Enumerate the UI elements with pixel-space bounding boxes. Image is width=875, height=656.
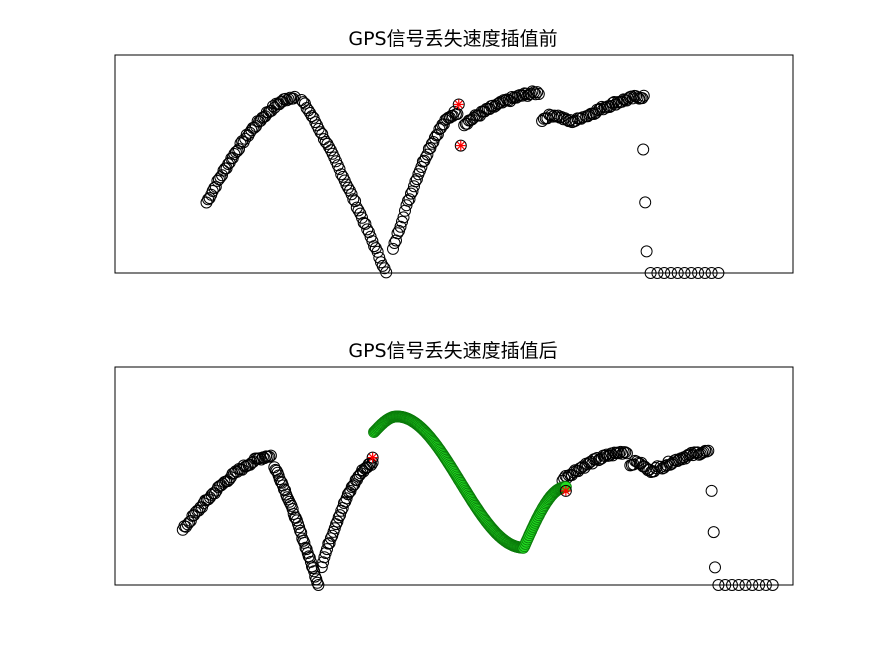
chart0-series1-point-0: [453, 99, 464, 110]
axes-bottom: GPS信号丢失速度插值后: [115, 340, 793, 591]
bottom-chart-title: GPS信号丢失速度插值后: [348, 340, 557, 362]
top-axes-box: [115, 55, 793, 273]
axes-top: GPS信号丢失速度插值前: [115, 28, 793, 279]
chart1-series2-point-1: [560, 485, 571, 496]
top-chart-title: GPS信号丢失速度插值前: [348, 28, 557, 50]
chart1-series2-point-0: [367, 452, 378, 463]
chart0-series1-point-1: [455, 140, 466, 151]
